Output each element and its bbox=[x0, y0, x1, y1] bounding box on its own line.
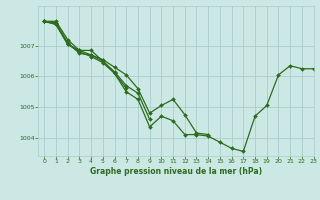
X-axis label: Graphe pression niveau de la mer (hPa): Graphe pression niveau de la mer (hPa) bbox=[90, 167, 262, 176]
